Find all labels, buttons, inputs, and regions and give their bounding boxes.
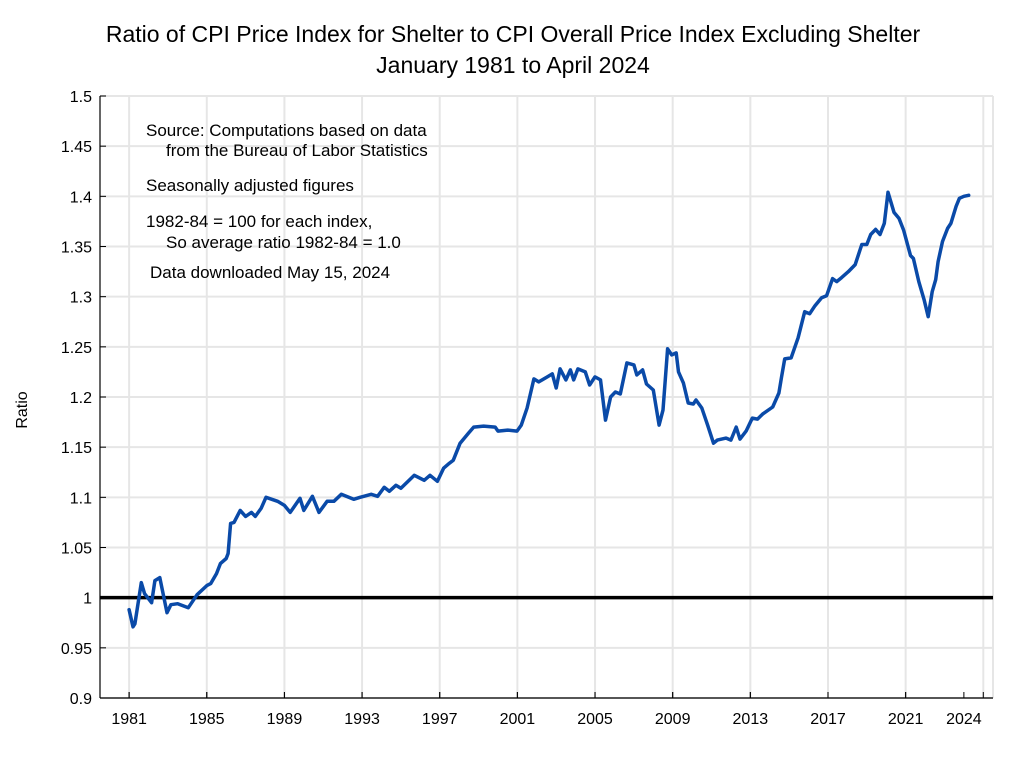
- x-tick-label: 1989: [267, 711, 303, 728]
- annotation-source: Source: Computations based on data: [146, 121, 427, 140]
- x-tick-label: 1997: [422, 711, 458, 728]
- annotation-base: 1982-84 = 100 for each index,: [146, 212, 372, 231]
- ratio-series-line: [127, 190, 971, 629]
- y-axis-label: Ratio: [14, 391, 31, 428]
- y-tick-label: 1.1: [70, 490, 92, 507]
- x-tick-label: 2005: [577, 711, 613, 728]
- x-tick-label: 1985: [189, 711, 225, 728]
- y-tick-label: 1.5: [70, 89, 92, 106]
- x-tick-label: 1993: [344, 711, 380, 728]
- y-tick-label: 1.05: [61, 541, 92, 558]
- annotation-source-2: from the Bureau of Labor Statistics: [166, 141, 428, 160]
- y-tick-label: 1.45: [61, 139, 92, 156]
- y-tick-label: 0.95: [61, 641, 92, 658]
- x-tick-label: 2017: [810, 711, 846, 728]
- y-tick-label: 1: [83, 591, 92, 608]
- series-layer: [100, 190, 993, 629]
- x-tick-label: 2021: [888, 711, 924, 728]
- y-tick-label: 1.3: [70, 290, 92, 307]
- annotation-average: So average ratio 1982-84 = 1.0: [166, 233, 401, 252]
- annotation-seasonal: Seasonally adjusted figures: [146, 176, 354, 195]
- x-tick-label: 2009: [655, 711, 691, 728]
- x-tick-label: 1981: [111, 711, 147, 728]
- x-tick-label: 2013: [733, 711, 769, 728]
- chart-title: Ratio of CPI Price Index for Shelter to …: [106, 21, 921, 47]
- annotation-download: Data downloaded May 15, 2024: [150, 263, 390, 282]
- y-tick-label: 0.9: [70, 691, 92, 708]
- y-tick-label: 1.35: [61, 240, 92, 257]
- y-tick-label: 1.2: [70, 390, 92, 407]
- chart-subtitle: January 1981 to April 2024: [376, 52, 650, 78]
- y-tick-label: 1.4: [70, 189, 92, 206]
- x-tick-label: 2024: [946, 711, 982, 728]
- y-tick-label: 1.15: [61, 440, 92, 457]
- tick-labels: 0.9 0.95 1 1.05 1.1 1.15 1.2 1.25 1.3 1.35 1.4 1.45…: [61, 89, 982, 728]
- x-tick-label: 2001: [500, 711, 536, 728]
- y-tick-label: 1.25: [61, 340, 92, 357]
- annotations: Source: Computations based on data from …: [146, 121, 428, 282]
